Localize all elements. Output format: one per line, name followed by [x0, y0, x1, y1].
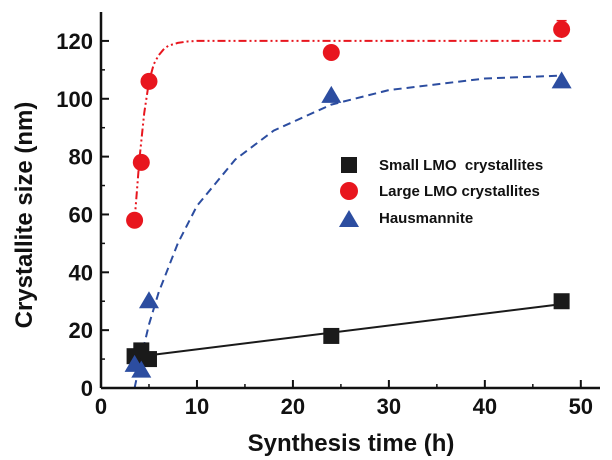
data-markers: [124, 19, 572, 378]
y-tick-label: 60: [69, 202, 93, 227]
x-tick-label: 0: [95, 394, 107, 419]
axes: [99, 12, 600, 390]
y-tick-label: 80: [69, 145, 93, 170]
legend-marker-large-lmo: [340, 182, 358, 200]
x-tick-label: 20: [281, 394, 305, 419]
data-point-series-0: [140, 351, 157, 368]
x-tick-label: 40: [473, 394, 497, 419]
y-axis-title: Crystallite size (nm): [11, 102, 38, 329]
x-tick-label: 30: [377, 394, 401, 419]
legend-label-small-lmo: Small LMO crystallites: [379, 157, 543, 174]
data-point-series-1: [132, 153, 150, 171]
y-ticks: 0 20 40 60 80 100 120: [56, 29, 109, 401]
data-point-series-0: [323, 327, 340, 344]
data-point-series-1: [126, 211, 144, 229]
fit-line-series-1: [133, 39, 562, 221]
x-tick-label: 10: [185, 394, 209, 419]
data-point-series-2: [551, 71, 572, 89]
data-point-series-2: [321, 85, 342, 103]
y-tick-label: 120: [56, 29, 93, 54]
data-point-series-0: [553, 293, 570, 310]
x-tick-label: 50: [569, 394, 593, 419]
data-point-series-2: [138, 291, 159, 309]
data-point-series-2: [131, 360, 152, 378]
fit-lines: [133, 39, 562, 389]
legend-label-hausmannite: Hausmannite: [379, 210, 473, 227]
legend-marker-hausmannite: [339, 210, 359, 227]
y-tick-label: 0: [81, 376, 93, 401]
y-tick-label: 20: [69, 318, 93, 343]
y-tick-label: 100: [56, 87, 93, 112]
legend-marker-small-lmo: [341, 157, 357, 173]
legend: Small LMO crystallites Large LMO crystal…: [339, 157, 543, 227]
data-point-series-1: [140, 72, 158, 90]
x-axis-title: Synthesis time (h): [248, 430, 455, 457]
data-point-series-1: [322, 43, 340, 61]
fit-line-series-2: [133, 74, 562, 389]
data-point-series-1: [553, 20, 571, 38]
x-ticks: 0 10 20 30 40 50: [95, 380, 593, 419]
legend-label-large-lmo: Large LMO crystallites: [379, 183, 540, 200]
y-tick-label: 40: [69, 260, 93, 285]
fit-line-series-0: [141, 303, 562, 358]
